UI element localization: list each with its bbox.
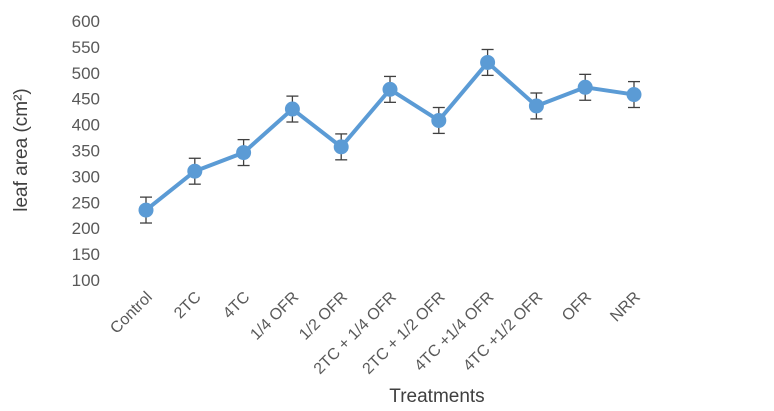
y-axis-title: leaf area (cm²): [11, 88, 32, 212]
x-tick-label: NRR: [607, 289, 644, 326]
y-tick-label: 450: [72, 90, 100, 109]
y-tick-label: 150: [72, 245, 100, 264]
x-tick-label: 1/4 OFR: [247, 289, 302, 344]
data-point: [333, 139, 349, 155]
data-point: [480, 54, 496, 70]
y-tick-label: 100: [72, 271, 100, 290]
x-tick-label: 2TC + 1/2 OFR: [360, 289, 449, 378]
x-tick-label: OFR: [559, 289, 595, 325]
y-tick-label: 250: [72, 193, 100, 212]
data-point: [431, 112, 447, 128]
x-tick-label: 4TC: [220, 289, 253, 322]
y-tick-label: 300: [72, 167, 100, 186]
y-tick-label: 200: [72, 219, 100, 238]
y-tick-label: 600: [72, 12, 100, 31]
y-tick-label: 350: [72, 142, 100, 161]
x-tick-label: Control: [107, 289, 155, 337]
data-point: [528, 98, 544, 114]
error-bars: [140, 48, 640, 224]
x-tick-label: 2TC: [171, 289, 204, 322]
x-axis-title: Treatments: [389, 386, 484, 407]
y-tick-label: 400: [72, 116, 100, 135]
y-tick-label: 550: [72, 38, 100, 57]
data-points: [138, 54, 642, 218]
data-point: [187, 163, 203, 179]
data-point: [138, 202, 154, 218]
data-point: [382, 81, 398, 97]
data-point: [236, 145, 252, 161]
y-axis-ticks: 100 150 200 250 300 350 400 450 500 550 600: [72, 12, 100, 290]
y-tick-label: 500: [72, 64, 100, 83]
data-point: [626, 87, 642, 103]
data-point: [577, 79, 593, 95]
data-point: [284, 101, 300, 117]
x-tick-label: 2TC + 1/4 OFR: [311, 289, 400, 378]
